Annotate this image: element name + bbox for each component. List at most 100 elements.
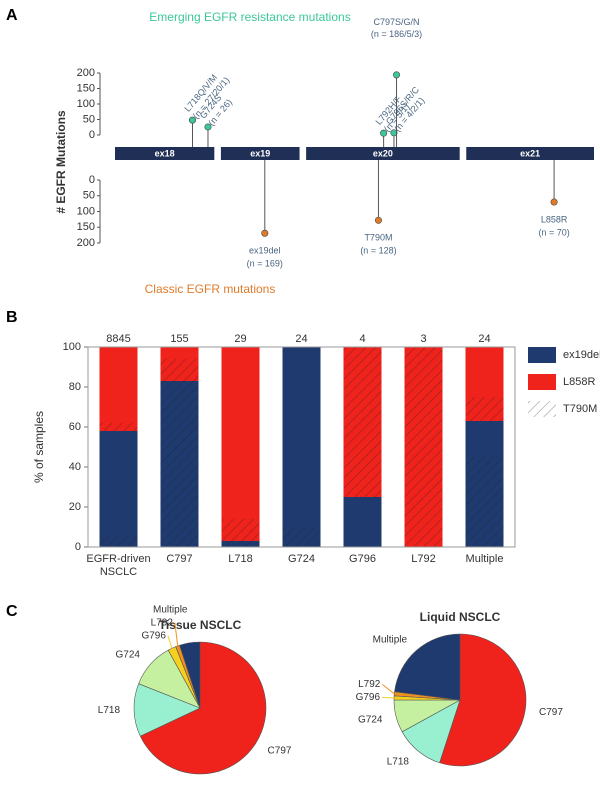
y-tick-label: 100 (63, 341, 81, 353)
hatch-segment (465, 457, 504, 547)
exon (306, 147, 460, 160)
bar-total: 155 (170, 333, 188, 345)
hatch-segment (221, 519, 260, 541)
hatch-segment (465, 397, 504, 421)
y-axis-label: # EGFR Mutations (54, 110, 68, 214)
series-title: Classic EGFR mutations (145, 282, 276, 296)
series-title: Emerging EGFR resistance mutations (149, 10, 350, 24)
bar-total: 29 (234, 333, 246, 345)
lollipop-head (380, 129, 388, 137)
mutation-count: (n = 70) (538, 227, 569, 237)
hatch-segment (282, 527, 321, 547)
lollipop-head (204, 123, 212, 131)
hatch-segment (343, 347, 382, 497)
bar-segment (343, 497, 382, 547)
x-tick-label: C797 (166, 553, 193, 565)
slice-label: Multiple (373, 635, 408, 646)
leader-line (167, 635, 173, 649)
legend-swatch (528, 374, 556, 390)
lollipop-head (188, 116, 196, 124)
bar-segment (221, 347, 260, 541)
slice-label: Multiple (153, 604, 188, 615)
x-tick-label: Multiple (465, 553, 504, 565)
y-tick-label: 40 (69, 461, 81, 473)
hatch-segment (99, 535, 138, 547)
mutation-label: C797S/G/N (374, 17, 420, 27)
mutation-count: (n = 169) (247, 259, 283, 269)
y-tick-label: 60 (69, 421, 81, 433)
pie-title: Tissue NSCLC (159, 618, 242, 632)
bar-total: 8845 (106, 333, 130, 345)
mutation-label: ex19del (249, 246, 281, 256)
mutation-label: L858R (541, 214, 568, 224)
bar-segment (282, 347, 321, 547)
y-tick-label: 100 (77, 205, 95, 217)
exon (220, 147, 300, 160)
exon-label: ex18 (155, 148, 175, 158)
exon-label: ex21 (520, 148, 540, 158)
x-tick-label: G796 (349, 553, 376, 565)
slice-label: G724 (116, 650, 141, 661)
lollipop-head (261, 229, 269, 237)
x-tick-label: G724 (288, 553, 315, 565)
y-tick-label: 100 (77, 98, 95, 110)
y-tick-label: 0 (89, 129, 95, 141)
legend-swatch (528, 401, 556, 417)
hatch-segment (99, 423, 138, 431)
lollipop-head (393, 71, 401, 79)
lollipop-head (550, 198, 558, 206)
y-tick-label: 200 (77, 67, 95, 79)
y-tick-label: 50 (83, 190, 95, 202)
x-tick-label: EGFR-driven NSCLC (86, 553, 151, 578)
legend-label: ex19del (563, 349, 600, 361)
slice-label: L792 (358, 679, 381, 690)
mutation-count: (n = 128) (360, 246, 396, 256)
mutation-count: (n = 186/5/3) (371, 29, 422, 39)
bar-total: 3 (420, 333, 426, 345)
bar-total: 24 (478, 333, 490, 345)
pie-slice (179, 641, 201, 709)
y-tick-label: 0 (89, 174, 95, 186)
x-tick-label: L792 (411, 553, 436, 565)
slice-label: G724 (358, 715, 383, 726)
y-tick-label: 20 (69, 501, 81, 513)
bar-segment (99, 347, 138, 431)
leader-line (382, 684, 395, 695)
panel-label: B (6, 309, 18, 326)
slice-label: G796 (141, 630, 166, 641)
panel-label: C (6, 603, 18, 620)
mutation-label: T790M (364, 233, 392, 243)
y-tick-label: 200 (77, 237, 95, 249)
pie-slice (139, 641, 267, 775)
y-tick-label: 150 (77, 221, 95, 233)
panel-label: A (6, 7, 18, 24)
hatch-segment (404, 347, 443, 547)
y-tick-label: 80 (69, 381, 81, 393)
bar-segment (99, 431, 138, 547)
pie-title: Liquid NSCLC (420, 610, 501, 624)
hatch-segment (221, 541, 260, 547)
y-tick-label: 150 (77, 82, 95, 94)
bar-total: 4 (359, 333, 365, 345)
legend-swatch (528, 347, 556, 363)
x-tick-label: L718 (228, 553, 253, 565)
legend-label: T790M (563, 403, 597, 415)
y-tick-label: 0 (75, 541, 81, 553)
slice-label: L792 (151, 617, 174, 628)
plot-frame (87, 346, 516, 548)
bar-total: 24 (295, 333, 307, 345)
slice-label: L718 (98, 705, 121, 716)
slice-label: C797 (539, 707, 563, 718)
legend-label: L858R (563, 376, 595, 388)
pie-slice (439, 633, 527, 767)
exon (466, 147, 594, 160)
slice-label: L718 (387, 756, 410, 767)
hatch-segment (160, 359, 199, 381)
lollipop-head (374, 216, 382, 224)
y-tick-label: 50 (83, 113, 95, 125)
exon-label: ex19 (250, 148, 270, 158)
y-axis-label: % of samples (32, 411, 46, 483)
pie-slice (394, 633, 461, 701)
